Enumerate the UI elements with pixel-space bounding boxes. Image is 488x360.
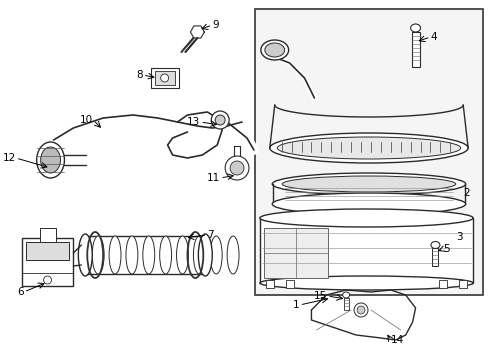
- Circle shape: [224, 156, 248, 180]
- Ellipse shape: [210, 236, 222, 274]
- Bar: [254, 9, 482, 295]
- Text: 11: 11: [206, 173, 220, 183]
- Text: 9: 9: [212, 20, 219, 30]
- Circle shape: [353, 303, 367, 317]
- Ellipse shape: [410, 24, 420, 32]
- Ellipse shape: [142, 236, 154, 274]
- Ellipse shape: [259, 209, 472, 227]
- Text: 10: 10: [80, 115, 93, 125]
- Text: 5: 5: [443, 244, 449, 254]
- Ellipse shape: [260, 40, 288, 60]
- Ellipse shape: [282, 176, 455, 192]
- Ellipse shape: [92, 236, 104, 274]
- Circle shape: [211, 111, 229, 129]
- Bar: [411, 32, 419, 67]
- Bar: [154, 71, 174, 85]
- Ellipse shape: [109, 236, 121, 274]
- Bar: [458, 280, 466, 288]
- Text: 7: 7: [207, 230, 213, 240]
- Text: 1: 1: [292, 300, 299, 310]
- Ellipse shape: [272, 193, 465, 215]
- Text: 3: 3: [456, 232, 462, 242]
- Text: 13: 13: [187, 117, 200, 127]
- Circle shape: [161, 74, 168, 82]
- Ellipse shape: [41, 147, 61, 173]
- Text: 8: 8: [136, 70, 142, 80]
- Circle shape: [230, 161, 244, 175]
- Text: 12: 12: [2, 153, 16, 163]
- Bar: [40, 228, 56, 242]
- Ellipse shape: [78, 234, 92, 276]
- Text: 14: 14: [390, 335, 403, 345]
- Bar: [22, 238, 73, 286]
- Bar: [150, 68, 178, 88]
- Ellipse shape: [430, 242, 439, 248]
- Ellipse shape: [37, 142, 64, 178]
- Bar: [431, 248, 438, 266]
- Ellipse shape: [277, 137, 460, 159]
- Text: 6: 6: [17, 287, 24, 297]
- Bar: [265, 280, 273, 288]
- Bar: [285, 280, 293, 288]
- Text: 4: 4: [429, 32, 436, 42]
- Circle shape: [215, 115, 224, 125]
- Ellipse shape: [226, 236, 239, 274]
- Ellipse shape: [193, 236, 205, 274]
- Bar: [344, 298, 348, 310]
- Ellipse shape: [264, 43, 284, 57]
- Ellipse shape: [198, 234, 212, 276]
- Bar: [26, 242, 69, 260]
- Text: 2: 2: [462, 188, 469, 198]
- Ellipse shape: [342, 292, 349, 298]
- Ellipse shape: [126, 236, 138, 274]
- Ellipse shape: [259, 276, 472, 290]
- Bar: [259, 218, 472, 283]
- Circle shape: [356, 306, 364, 314]
- Bar: [439, 280, 447, 288]
- Ellipse shape: [160, 236, 171, 274]
- Ellipse shape: [269, 133, 467, 163]
- Ellipse shape: [272, 173, 465, 195]
- Ellipse shape: [176, 236, 188, 274]
- Circle shape: [43, 276, 51, 284]
- Text: 15: 15: [313, 291, 326, 301]
- Bar: [264, 228, 327, 278]
